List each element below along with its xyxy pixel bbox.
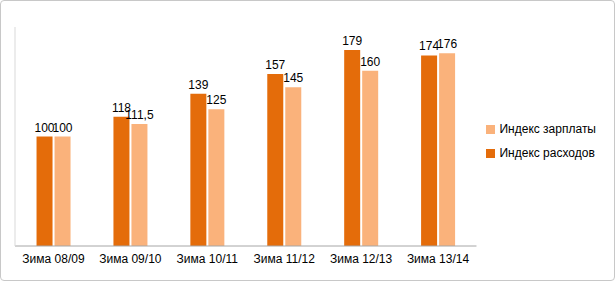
svg-text:100: 100 (53, 121, 73, 135)
html-text:Индекс зарплаты: Индекс зарплаты (499, 121, 596, 136)
svg-text:160: 160 (360, 55, 380, 69)
svg-text:157: 157 (265, 58, 285, 72)
svg-text:Зима 13/14: Зима 13/14 (407, 252, 470, 266)
svg-text:179: 179 (342, 34, 362, 48)
svg-text:Зима 09/10: Зима 09/10 (99, 252, 162, 266)
svg-text:Зима 11/12: Зима 11/12 (254, 252, 316, 266)
svg-text:Зима 10/11: Зима 10/11 (177, 252, 239, 266)
svg-text:145: 145 (283, 71, 303, 85)
svg-text:176: 176 (437, 37, 457, 51)
svg-text:100: 100 (34, 120, 55, 135)
svg-text:111,5: 111,5 (125, 108, 154, 122)
svg-text:139: 139 (188, 78, 208, 92)
svg-text:125: 125 (206, 93, 226, 107)
svg-text:118: 118 (111, 100, 131, 115)
svg-text:174: 174 (419, 39, 440, 54)
svg-text:Зима 08/09: Зима 08/09 (22, 252, 85, 266)
html-text:Индекс расходов: Индекс расходов (499, 145, 595, 160)
svg-text:Зима 12/13: Зима 12/13 (330, 252, 393, 266)
